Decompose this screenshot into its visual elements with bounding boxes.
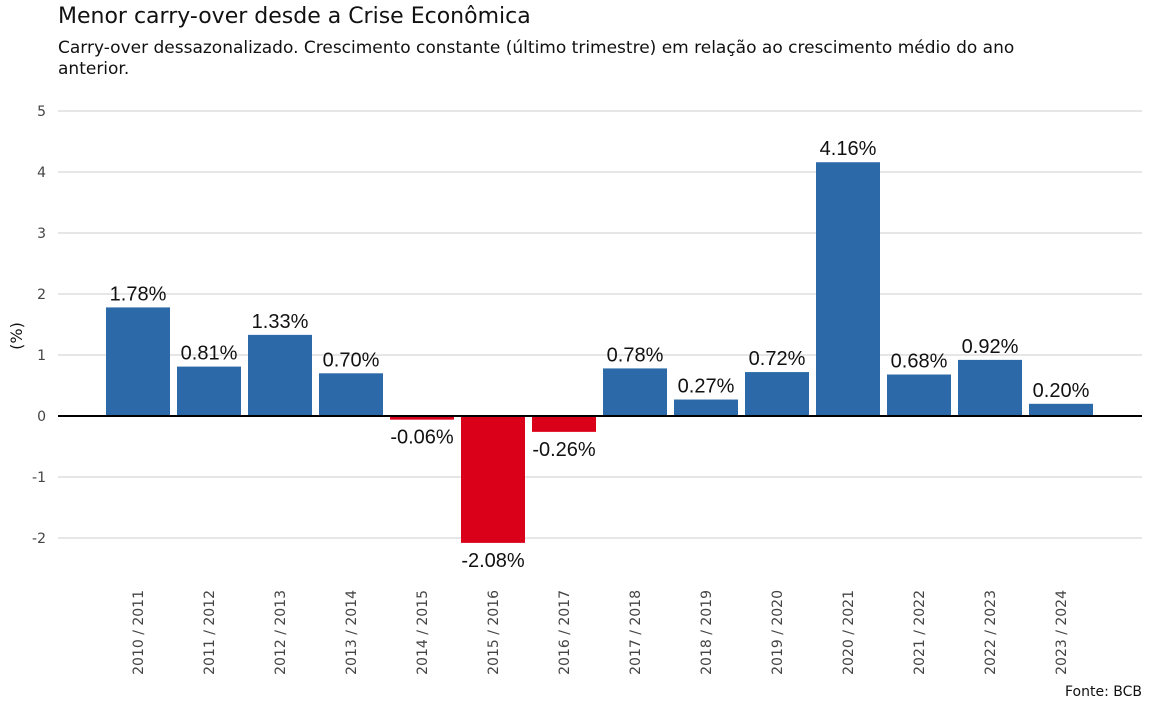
x-tick-label: 2012 / 2013: [273, 590, 289, 675]
bar: [745, 372, 809, 416]
bar: [674, 399, 738, 416]
value-label: 1.33%: [252, 311, 309, 333]
source-note: Fonte: BCB: [1065, 684, 1142, 700]
y-tick-label: -1: [32, 470, 46, 486]
bars: [106, 162, 1093, 543]
y-tick-label: 1: [37, 348, 46, 364]
x-tick-label: 2013 / 2014: [344, 590, 360, 675]
chart-subtitle: Carry-over dessazonalizado. Crescimento …: [58, 38, 1015, 79]
bar: [887, 374, 951, 416]
value-label: 0.20%: [1033, 380, 1090, 402]
value-label: -2.08%: [461, 550, 525, 572]
bar: [1029, 403, 1093, 416]
bar: [390, 416, 454, 420]
value-label: -0.26%: [532, 439, 596, 461]
chart-title: Menor carry-over desde a Crise Econômica: [58, 4, 531, 29]
x-tick-label: 2022 / 2023: [983, 590, 999, 675]
x-tick-label: 2017 / 2018: [628, 590, 644, 675]
y-tick-label: 0: [37, 409, 46, 425]
x-tick-label: 2021 / 2022: [912, 590, 928, 675]
value-label: 0.92%: [962, 336, 1019, 358]
bar: [532, 416, 596, 432]
bar: [177, 366, 241, 416]
y-tick-label: 4: [37, 165, 46, 181]
value-label: 0.72%: [749, 348, 806, 370]
x-tick-label: 2015 / 2016: [486, 590, 502, 675]
value-labels: 1.78% 0.81% 1.33% 0.70% -0.06% -2.08% -0.26% 0.…: [110, 138, 1090, 572]
value-label: 4.16%: [820, 138, 877, 160]
value-label: 0.70%: [323, 349, 380, 371]
y-axis-ticks: -2 -1 0 1 2 3 4 5: [32, 104, 46, 547]
y-tick-label: 5: [37, 104, 46, 120]
bar: [248, 334, 312, 416]
y-tick-label: 3: [37, 226, 46, 242]
bar: [816, 162, 880, 416]
x-tick-label: 2014 / 2015: [415, 590, 431, 675]
value-label: 0.78%: [607, 344, 664, 366]
value-label: 0.27%: [678, 376, 735, 398]
bar: [319, 373, 383, 416]
bar: [106, 307, 170, 416]
x-tick-label: 2011 / 2012: [202, 590, 218, 675]
y-tick-label: 2: [37, 287, 46, 303]
value-label: 0.81%: [181, 343, 238, 365]
y-tick-label: -2: [32, 531, 46, 547]
value-label: 1.78%: [110, 283, 167, 305]
gridlines: [58, 110, 1142, 539]
y-axis-label: (%): [7, 322, 26, 350]
x-tick-label: 2018 / 2019: [699, 590, 715, 675]
bar: [603, 368, 667, 416]
x-tick-label: 2023 / 2024: [1054, 590, 1070, 675]
x-tick-label: 2020 / 2021: [841, 590, 857, 675]
value-label: -0.06%: [390, 427, 454, 449]
x-tick-label: 2016 / 2017: [557, 590, 573, 675]
x-axis-ticks: 2010 / 2011 2011 / 2012 2012 / 2013 2013 / …: [131, 590, 1070, 675]
value-label: 0.68%: [891, 351, 948, 373]
x-tick-label: 2019 / 2020: [770, 590, 786, 675]
x-tick-label: 2010 / 2011: [131, 590, 147, 675]
bar: [958, 359, 1022, 416]
bar: [461, 416, 525, 543]
